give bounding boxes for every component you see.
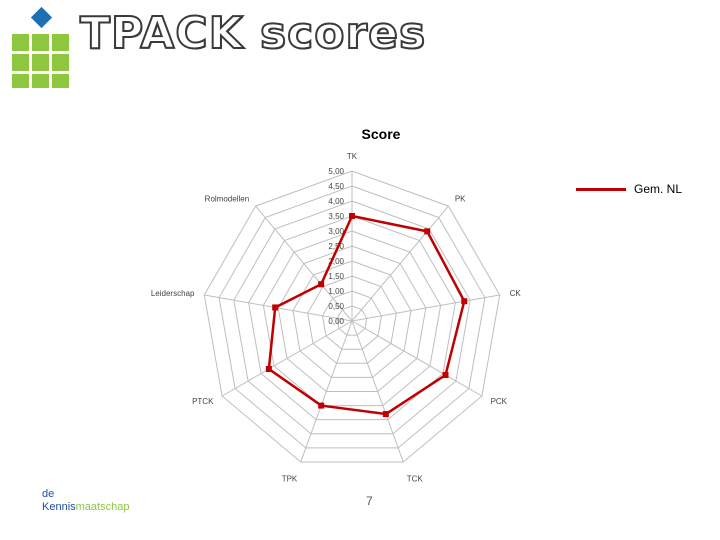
logo-square (52, 34, 69, 51)
brand-line-2b: maatschap (75, 501, 130, 513)
logo-square (12, 74, 29, 88)
data-point (318, 402, 325, 409)
tick-label: 0,50 (328, 302, 344, 311)
logo-square (52, 54, 69, 71)
data-point (349, 213, 355, 219)
logo-square (32, 34, 49, 51)
tick-label: 3,00 (328, 227, 344, 236)
chart-legend: Gem. NL (576, 182, 682, 196)
tick-label: 4,50 (328, 182, 344, 191)
grid-spoke (351, 205, 449, 322)
grid-spoke (255, 205, 353, 322)
grid-ring (248, 215, 456, 421)
grid-ring (233, 200, 471, 435)
data-point (424, 228, 431, 235)
axis-label: TCK (407, 474, 424, 483)
grid-ring (321, 290, 383, 350)
tick-label: 2,50 (328, 242, 344, 251)
tick-label: 5,00 (328, 167, 344, 176)
axis-label: PCK (491, 397, 508, 406)
grid-ring (218, 185, 486, 449)
logo-square (52, 74, 69, 88)
brand-wordmark: de Kennismaatschap (42, 488, 129, 514)
grid-ring (203, 170, 501, 463)
tick-label: 4,00 (328, 197, 344, 206)
data-point (272, 304, 279, 311)
data-point (442, 372, 449, 378)
brand-line-1: de (42, 488, 55, 500)
axis-label: Leiderschap (151, 289, 195, 298)
grid-spoke (221, 320, 353, 397)
data-point (265, 366, 272, 372)
legend-swatch (576, 187, 626, 191)
grid-ring (277, 245, 427, 392)
axis-label: PTCK (192, 397, 214, 406)
logo-square (32, 54, 49, 71)
axis-label: Rolmodellen (205, 194, 249, 203)
data-point (318, 281, 325, 288)
axis-label: PK (455, 194, 466, 203)
axis-label: CK (510, 289, 522, 298)
slide-title: TPACK scores (79, 7, 427, 60)
legend-label: Gem. NL (634, 182, 683, 196)
chart-title: Score (362, 126, 401, 142)
logo (8, 6, 72, 90)
logo-square (12, 54, 29, 71)
grid-ring (336, 305, 368, 336)
series-line (267, 214, 466, 416)
grid-spoke (300, 320, 353, 463)
axis-label: TK (347, 152, 358, 161)
tick-label: 0,00 (328, 317, 344, 326)
logo-square (32, 74, 49, 88)
logo-square (12, 34, 29, 51)
grid-ring (307, 275, 397, 364)
grid-spoke (351, 320, 483, 397)
tick-label: 1,00 (328, 287, 344, 296)
brand-line-2a: Kennis (42, 501, 76, 513)
grid-spoke (351, 294, 500, 322)
data-point (382, 411, 389, 418)
tick-label: 1,50 (328, 272, 344, 281)
page-number: 7 (366, 494, 373, 508)
tick-label: 2,00 (328, 257, 344, 266)
data-point (461, 298, 468, 305)
grid-ring (262, 230, 442, 407)
grid-spoke (351, 320, 404, 463)
axis-label: TPK (282, 474, 298, 483)
tick-label: 3,50 (328, 212, 344, 221)
